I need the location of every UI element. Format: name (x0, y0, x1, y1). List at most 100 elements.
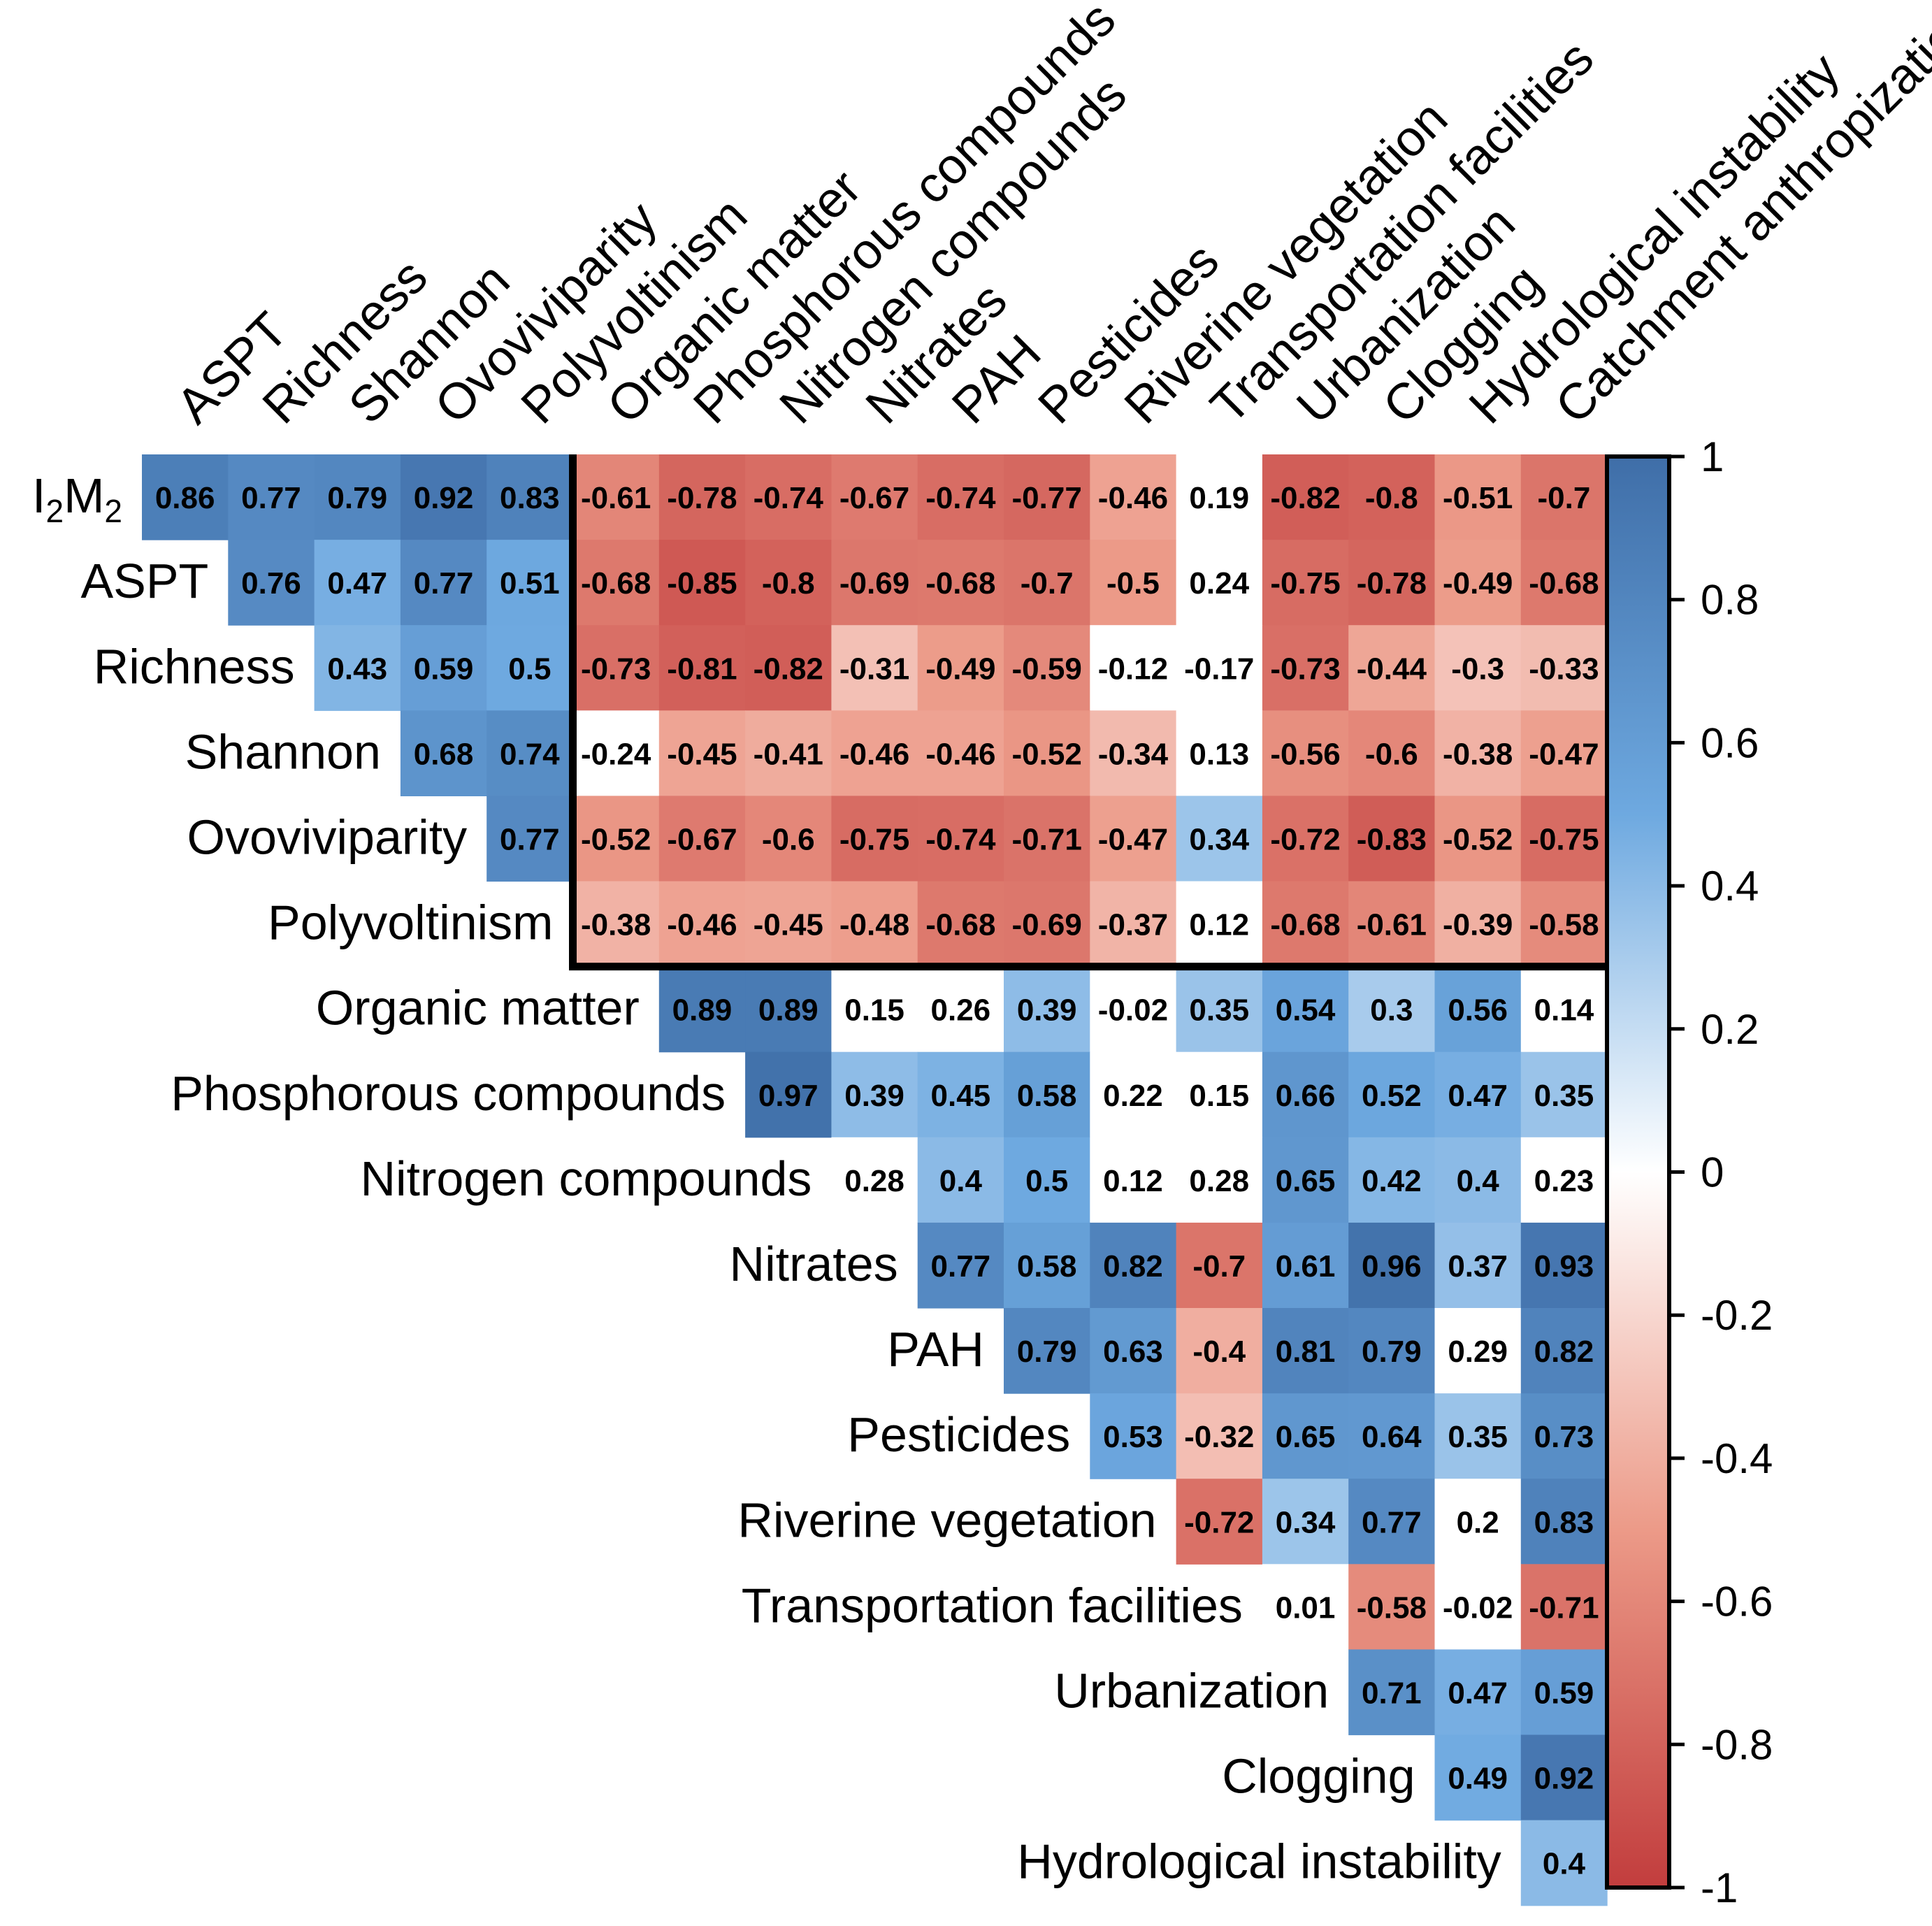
cell-value: -0.78 (1357, 566, 1427, 601)
heatmap-cell (1090, 625, 1177, 711)
heatmap-cell (917, 1051, 1004, 1138)
cell-value: -0.41 (754, 737, 823, 771)
heatmap-cell (400, 540, 487, 626)
cell-value: -0.5 (1106, 566, 1160, 601)
heatmap-cell (917, 625, 1004, 711)
heatmap-values: 0.86 0.77 0.79 0.92 0.83 -0.61 -0.78 -0.74 -0.67… (155, 481, 1599, 1881)
heatmap-cell (1262, 710, 1349, 796)
row-label: Nitrates (730, 1237, 898, 1291)
cell-value: -0.75 (1529, 822, 1599, 856)
highlight-block-border (569, 454, 1608, 971)
column-label: Catchment anthropization (1545, 0, 1932, 434)
heatmap-cell (1176, 710, 1263, 796)
cell-value: 0.39 (844, 1079, 904, 1113)
heatmap-cell (1262, 1051, 1349, 1138)
cell-value: 0.54 (1276, 993, 1336, 1028)
heatmap-cell (745, 540, 832, 626)
heatmap-cell (1434, 1734, 1522, 1821)
cell-value: -0.78 (667, 481, 737, 515)
cell-value: 0.14 (1534, 993, 1594, 1028)
cell-value: 0.5 (508, 652, 551, 686)
cell-value: 0.39 (1017, 993, 1077, 1028)
cell-value: 0.64 (1362, 1420, 1422, 1454)
cell-value: 0.15 (844, 993, 904, 1028)
heatmap-cell (917, 540, 1004, 626)
cell-value: 0.43 (327, 652, 387, 686)
heatmap-cell (1520, 966, 1608, 1053)
cell-value: -0.46 (667, 908, 737, 942)
cell-value: 0.73 (1534, 1420, 1594, 1454)
heatmap-cell (400, 454, 487, 540)
cell-value: 0.26 (931, 993, 991, 1028)
heatmap-cell (1348, 1564, 1436, 1650)
heatmap-cell (1520, 1051, 1608, 1138)
cell-value: -0.61 (1357, 908, 1427, 942)
heatmap-cell (1176, 1137, 1263, 1223)
heatmap-cell (1262, 966, 1349, 1053)
heatmap-cell (1520, 1564, 1608, 1650)
cell-value: 0.65 (1276, 1164, 1336, 1198)
heatmap-cell (1004, 1137, 1090, 1223)
cell-value: -0.46 (839, 737, 909, 771)
heatmap-cell (1176, 881, 1263, 968)
cell-value: -0.72 (1184, 1505, 1254, 1539)
cell-value: 0.53 (1103, 1420, 1163, 1454)
cell-value: 0.22 (1103, 1079, 1163, 1113)
cell-value: -0.44 (1357, 652, 1427, 686)
row-label: Urbanization (1054, 1663, 1329, 1718)
cell-value: -0.45 (754, 908, 823, 942)
cell-value: 0.89 (758, 993, 819, 1028)
cell-value: 0.51 (500, 566, 560, 601)
heatmap-cell (1176, 1051, 1263, 1138)
row-labels: I2M2 ASPT Richness Shannon Ovoviviparity Poly… (32, 468, 1501, 1889)
cell-value: -0.72 (1270, 822, 1340, 856)
heatmap-cell (831, 966, 918, 1053)
heatmap-cell (1004, 454, 1090, 540)
heatmap-cell (1004, 710, 1090, 796)
cell-value: 0.19 (1189, 481, 1249, 515)
cell-value: 0.71 (1362, 1676, 1422, 1710)
heatmap-cell (1348, 1393, 1436, 1479)
cell-value: 0.01 (1276, 1590, 1336, 1625)
heatmap-cell (486, 625, 574, 711)
colorbar-tick-label: 0 (1701, 1149, 1724, 1196)
cell-value: -0.75 (1270, 566, 1340, 601)
heatmap-cell (745, 966, 832, 1053)
cell-value: -0.02 (1443, 1590, 1513, 1625)
row-label: I2M2 (32, 468, 122, 529)
row-label: PAH (887, 1322, 984, 1377)
heatmap-cell (1090, 966, 1177, 1053)
cell-value: 0.12 (1103, 1164, 1163, 1198)
heatmap-cell (1434, 710, 1522, 796)
colorbar-tick-label: 0.6 (1701, 719, 1759, 766)
cell-value: 0.86 (155, 481, 215, 515)
cell-value: 0.52 (1362, 1079, 1422, 1113)
cell-value: -0.48 (839, 908, 909, 942)
cell-value: 0.2 (1457, 1505, 1499, 1539)
heatmap-cell (1176, 1393, 1263, 1479)
heatmap-cell (1520, 1393, 1608, 1479)
cell-value: 0.63 (1103, 1335, 1163, 1369)
highlight-block (569, 454, 1608, 971)
cell-value: -0.17 (1184, 652, 1254, 686)
colorbar-tick-label: 0.8 (1701, 577, 1759, 624)
cell-value: -0.52 (581, 822, 651, 856)
cell-value: -0.37 (1098, 908, 1168, 942)
cell-value: 0.35 (1448, 1420, 1508, 1454)
heatmap-cell (1176, 796, 1263, 882)
cell-value: -0.52 (1443, 822, 1513, 856)
cell-value: -0.38 (1443, 737, 1513, 771)
cell-value: -0.49 (925, 652, 995, 686)
heatmap-cell (1176, 1308, 1263, 1394)
cell-value: 0.34 (1276, 1505, 1336, 1539)
heatmap-cell (831, 881, 918, 968)
cell-value: 0.79 (1017, 1335, 1077, 1369)
heatmap-cell (1348, 1649, 1436, 1736)
cell-value: 0.4 (939, 1164, 983, 1198)
heatmap-cell (1262, 1564, 1349, 1650)
cell-value: -0.68 (581, 566, 651, 601)
cell-value: 0.76 (241, 566, 301, 601)
heatmap-cell (1348, 881, 1436, 968)
cell-value: 0.47 (1448, 1676, 1508, 1710)
